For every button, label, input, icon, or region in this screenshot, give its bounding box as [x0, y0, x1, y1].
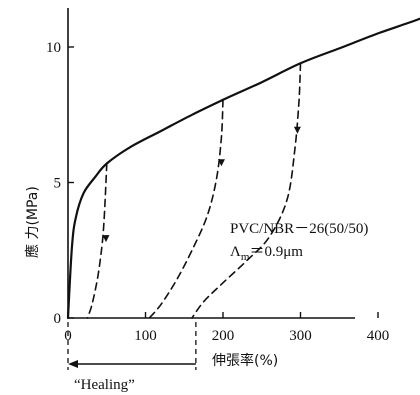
axes: [67, 8, 355, 319]
x-tick-label: 300: [289, 328, 312, 344]
annotation-line1: PVC/NBR－26(50/50): [230, 221, 368, 237]
x-tick-label: 100: [134, 328, 157, 344]
annotation-lambda: Λ: [230, 244, 241, 260]
series-group: [66, 17, 420, 320]
arrows-group: [102, 126, 301, 243]
y-axis-label: 應 力(MPa): [24, 186, 41, 258]
annotation-value: ＝0.9μm: [249, 244, 303, 260]
x-axis-label: 伸張率(%): [212, 352, 278, 369]
arrowhead-down: [293, 126, 301, 134]
y-tick-label: 5: [54, 176, 62, 192]
y-tick-label: 0: [54, 311, 62, 327]
healing-label: “Healing”: [74, 377, 135, 393]
arrowhead-down: [102, 235, 110, 243]
healing-arrowhead: [68, 360, 78, 368]
annotation-subscript: m: [241, 251, 250, 263]
arrowhead-down: [217, 159, 225, 167]
ticks: 01002003004005000510: [46, 40, 390, 344]
annotation-line2: Λm＝0.9μm: [230, 244, 303, 263]
unloading-curve-1: [86, 162, 108, 319]
unloading-curve-3: [191, 62, 302, 319]
healing-indicator: [67, 322, 197, 370]
loading-curve: [66, 17, 420, 320]
y-tick-label: 10: [46, 40, 61, 56]
x-tick-label: 200: [212, 328, 235, 344]
unloading-curve-2: [148, 99, 224, 319]
x-tick-label: 400: [367, 328, 390, 344]
